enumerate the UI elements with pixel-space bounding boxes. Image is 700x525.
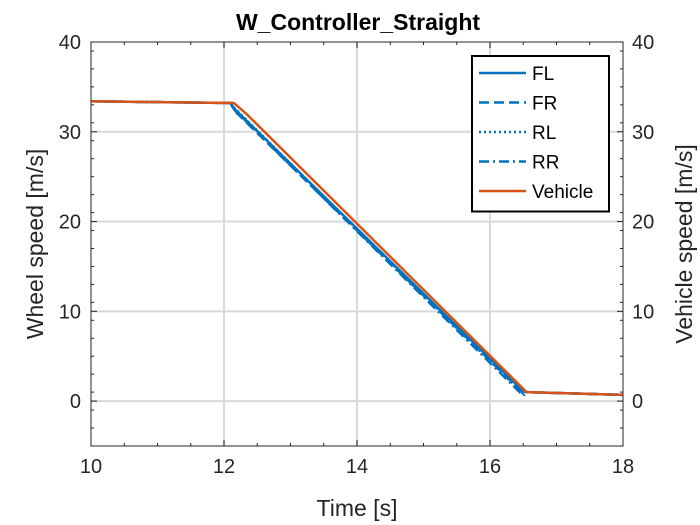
legend-label-fr: FR xyxy=(532,94,557,115)
x-axis-label: Time [s] xyxy=(317,495,398,521)
legend: FL FR RL RR Vehicle xyxy=(471,55,610,213)
legend-label-fl: FL xyxy=(532,64,554,85)
y-tick-label-left: 40 xyxy=(59,32,81,54)
x-tick-label: 10 xyxy=(80,456,102,478)
y-axis-label-right: Vehicle speed [m/s] xyxy=(671,144,697,343)
y-tick-label-right: 30 xyxy=(632,122,654,144)
y-tick-label-right: 20 xyxy=(632,212,654,234)
y-tick-label-right: 40 xyxy=(632,32,654,54)
x-tick-label: 14 xyxy=(346,456,368,478)
x-tick-label: 12 xyxy=(213,456,235,478)
y-tick-label-left: 20 xyxy=(59,212,81,234)
legend-box xyxy=(471,55,610,213)
y-tick-label-right: 10 xyxy=(632,301,654,323)
y-tick-label-right: 0 xyxy=(632,391,643,413)
legend-label-vehicle: Vehicle xyxy=(532,182,593,203)
x-tick-label: 16 xyxy=(479,456,501,478)
y-axis-label-left: Wheel speed [m/s] xyxy=(22,149,48,339)
y-tick-label-left: 0 xyxy=(70,391,81,413)
y-tick-label-left: 10 xyxy=(59,301,81,323)
legend-label-rr: RR xyxy=(532,153,559,174)
series-line-vehicle xyxy=(90,100,624,397)
chart-title: W_Controller_Straight xyxy=(236,9,480,35)
x-tick-label: 18 xyxy=(612,456,634,478)
legend-label-rl: RL xyxy=(532,123,556,144)
axis-ticks: 10 12 14 16 18 0 10 20 30 40 0 10 20 30 40 xyxy=(59,32,655,478)
series-lines xyxy=(90,100,624,397)
y-tick-label-left: 30 xyxy=(59,122,81,144)
